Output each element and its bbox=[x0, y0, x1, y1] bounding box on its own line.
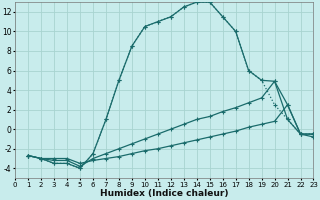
X-axis label: Humidex (Indice chaleur): Humidex (Indice chaleur) bbox=[100, 189, 228, 198]
